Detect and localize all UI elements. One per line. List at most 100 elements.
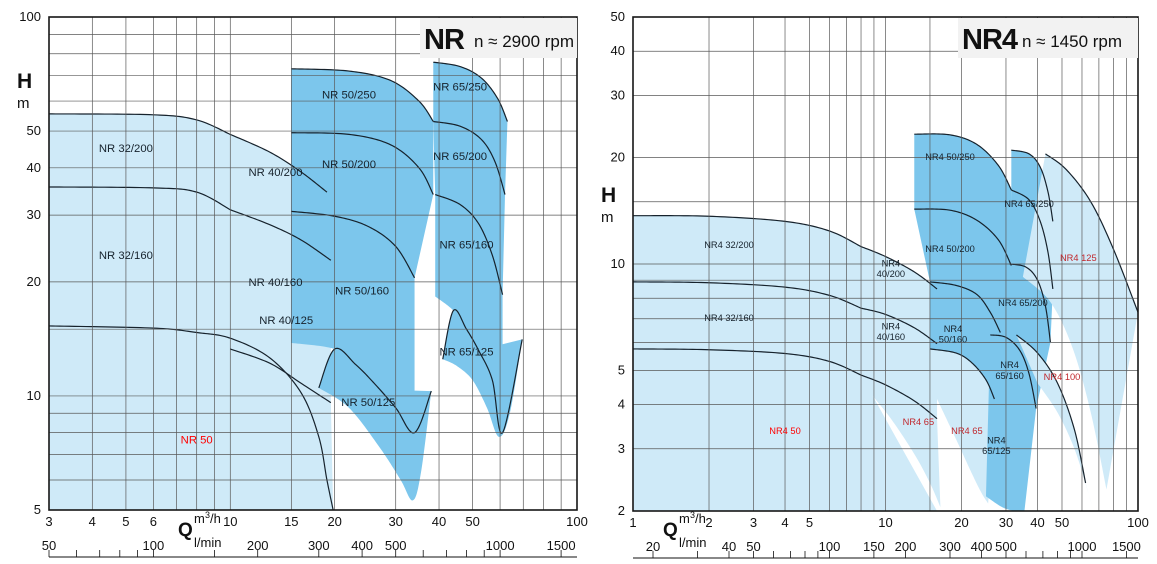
- svg-text:4: 4: [781, 515, 788, 530]
- svg-text:30: 30: [999, 515, 1013, 530]
- svg-text:NR4: NR4: [987, 435, 1006, 445]
- svg-text:NR 65/250: NR 65/250: [433, 81, 487, 93]
- svg-text:NR4 100: NR4 100: [1044, 372, 1081, 382]
- svg-text:400: 400: [351, 538, 373, 553]
- svg-text:50: 50: [1055, 515, 1069, 530]
- svg-text:n ≈ 2900 rpm: n ≈ 2900 rpm: [474, 32, 574, 51]
- svg-text:NR 50/160: NR 50/160: [335, 286, 389, 298]
- svg-text:15: 15: [284, 514, 298, 529]
- svg-text:65/125: 65/125: [982, 446, 1010, 456]
- svg-text:NR 50/250: NR 50/250: [322, 89, 376, 101]
- svg-text:NR4: NR4: [1000, 360, 1019, 370]
- svg-text:NR4 50: NR4 50: [769, 426, 801, 436]
- svg-text:50: 50: [465, 514, 479, 529]
- svg-text:3: 3: [45, 514, 52, 529]
- svg-text:1500: 1500: [547, 538, 576, 553]
- svg-text:1000: 1000: [1068, 539, 1097, 554]
- svg-text:NR 65/200: NR 65/200: [433, 151, 487, 163]
- svg-text:Q: Q: [178, 520, 193, 541]
- svg-text:/h: /h: [695, 511, 706, 526]
- svg-text:20: 20: [327, 514, 341, 529]
- svg-text:10: 10: [611, 256, 625, 271]
- svg-text:10: 10: [223, 514, 237, 529]
- svg-text:NR 65/125: NR 65/125: [439, 346, 493, 358]
- svg-text:NR4 65: NR4 65: [903, 417, 935, 427]
- svg-text:40/200: 40/200: [877, 269, 905, 279]
- svg-text:500: 500: [385, 538, 407, 553]
- svg-text:NR4 32/160: NR4 32/160: [704, 313, 754, 323]
- svg-text:NR 40/160: NR 40/160: [248, 277, 302, 289]
- svg-text:m: m: [194, 511, 205, 526]
- svg-text:NR4 125: NR4 125: [1060, 253, 1097, 263]
- svg-text:NR4 50/200: NR4 50/200: [925, 244, 975, 254]
- svg-text:3: 3: [618, 441, 625, 456]
- svg-text:20: 20: [27, 274, 41, 289]
- svg-text:NR: NR: [424, 24, 465, 56]
- svg-text:NR 40/125: NR 40/125: [259, 315, 313, 327]
- svg-text:40: 40: [611, 43, 625, 58]
- svg-text:4: 4: [89, 514, 96, 529]
- svg-text:NR4: NR4: [882, 322, 901, 332]
- svg-text:10: 10: [27, 388, 41, 403]
- svg-text:1000: 1000: [486, 538, 515, 553]
- svg-text:m: m: [601, 209, 614, 226]
- svg-text:NR 50/200: NR 50/200: [322, 159, 376, 171]
- svg-text:20: 20: [611, 150, 625, 165]
- svg-text:1500: 1500: [1112, 539, 1141, 554]
- svg-text:4: 4: [618, 397, 625, 412]
- svg-text:5: 5: [618, 362, 625, 377]
- svg-text:H: H: [17, 70, 32, 93]
- svg-text:2: 2: [618, 503, 625, 518]
- svg-text:100: 100: [1127, 515, 1149, 530]
- svg-text:100: 100: [566, 514, 588, 529]
- svg-text:30: 30: [27, 207, 41, 222]
- svg-text:500: 500: [995, 539, 1017, 554]
- svg-text:NR4: NR4: [882, 259, 901, 269]
- svg-text:30: 30: [388, 514, 402, 529]
- svg-text:NR 32/160: NR 32/160: [99, 250, 153, 262]
- svg-text:l/min: l/min: [194, 535, 221, 550]
- svg-text:6: 6: [150, 514, 157, 529]
- svg-text:2: 2: [705, 515, 712, 530]
- svg-text:NR 50: NR 50: [181, 434, 213, 446]
- svg-text:H: H: [601, 184, 616, 207]
- svg-text:NR4 50/250: NR4 50/250: [925, 152, 975, 162]
- svg-text:40/160: 40/160: [877, 332, 905, 342]
- svg-text:m: m: [17, 95, 30, 112]
- svg-text:40: 40: [722, 539, 736, 554]
- svg-text:50: 50: [27, 123, 41, 138]
- svg-text:200: 200: [895, 539, 917, 554]
- svg-text:100: 100: [819, 539, 841, 554]
- svg-text:40: 40: [432, 514, 446, 529]
- svg-text:300: 300: [939, 539, 961, 554]
- svg-text:150: 150: [863, 539, 885, 554]
- svg-text:/h: /h: [210, 511, 221, 526]
- svg-text:50/160: 50/160: [939, 335, 967, 345]
- svg-text:NR4: NR4: [944, 324, 963, 334]
- svg-text:40: 40: [27, 160, 41, 175]
- svg-text:NR4 65/250: NR4 65/250: [1004, 199, 1054, 209]
- svg-text:1: 1: [629, 515, 636, 530]
- svg-text:n ≈ 1450 rpm: n ≈ 1450 rpm: [1022, 32, 1122, 51]
- svg-text:50: 50: [746, 539, 760, 554]
- svg-text:5: 5: [122, 514, 129, 529]
- svg-text:100: 100: [143, 538, 165, 553]
- svg-text:NR 65/160: NR 65/160: [439, 240, 493, 252]
- svg-text:5: 5: [34, 502, 41, 517]
- svg-text:NR4 32/200: NR4 32/200: [704, 240, 754, 250]
- svg-text:40: 40: [1030, 515, 1044, 530]
- svg-text:m: m: [679, 511, 690, 526]
- svg-text:50: 50: [42, 538, 56, 553]
- svg-text:NR 40/200: NR 40/200: [248, 167, 302, 179]
- svg-text:NR4: NR4: [962, 24, 1018, 56]
- svg-text:100: 100: [19, 9, 41, 24]
- svg-text:NR 32/200: NR 32/200: [99, 143, 153, 155]
- svg-text:400: 400: [971, 539, 993, 554]
- svg-text:200: 200: [247, 538, 269, 553]
- svg-text:20: 20: [646, 539, 660, 554]
- svg-text:30: 30: [611, 87, 625, 102]
- svg-text:NR4 65: NR4 65: [951, 426, 983, 436]
- svg-text:l/min: l/min: [679, 535, 706, 550]
- svg-text:NR 50/125: NR 50/125: [341, 397, 395, 409]
- svg-text:65/160: 65/160: [995, 371, 1023, 381]
